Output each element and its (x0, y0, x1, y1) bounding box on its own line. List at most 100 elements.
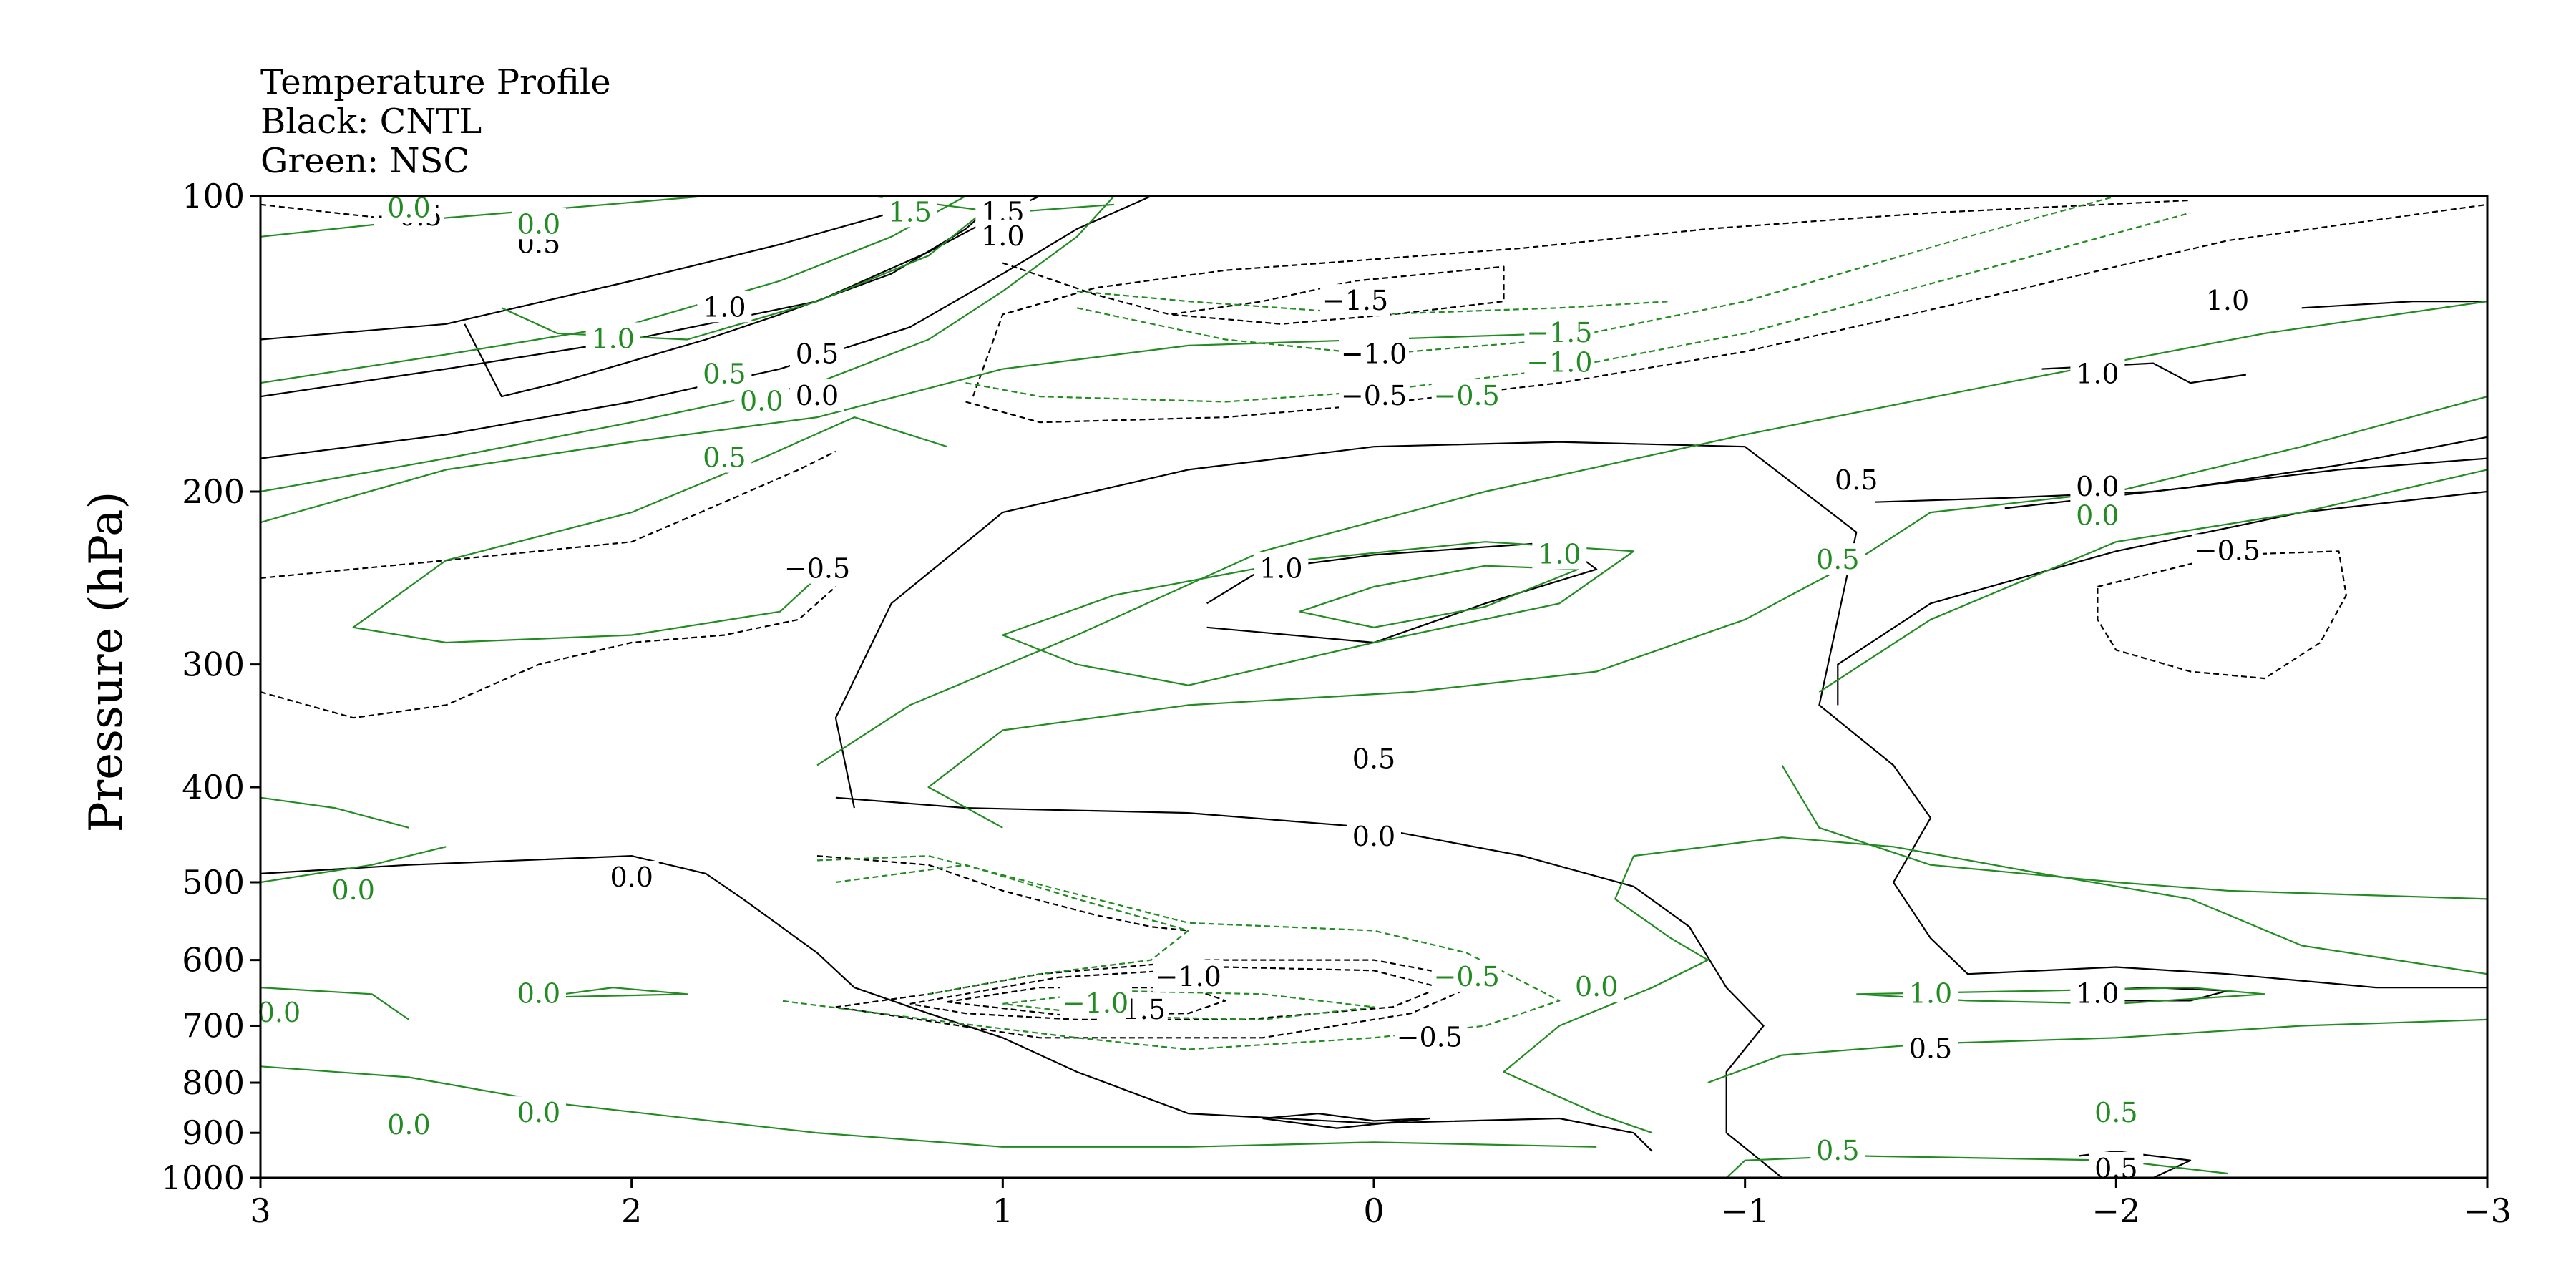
contour-label-bg-29 (585, 322, 640, 354)
contour-label-cntl-13: 0.0 (1352, 821, 1395, 852)
y-tick-label-7: 800 (182, 1063, 245, 1102)
contour-label-bg-15 (1153, 960, 1224, 992)
contour-label-bg-24 (1903, 1032, 1958, 1064)
contour-label-nsc-31: 0.0 (740, 385, 783, 416)
contour-label-bg-42 (381, 1108, 436, 1141)
contour-label-nsc-26: 0.0 (387, 192, 430, 224)
contour-line-cntl-3 (260, 450, 836, 579)
contour-label-cntl-14: 0.0 (610, 862, 653, 893)
contour-label-cntl-18: 0.5 (1835, 464, 1878, 496)
contour-label-nsc-39: 0.0 (331, 874, 374, 906)
contour-line-nsc-43 (927, 396, 2487, 829)
contour-label-bg-18 (1829, 463, 1884, 495)
contour-label-cntl-23: 1.0 (2076, 977, 2119, 1009)
contour-label-nsc-45: −0.5 (1434, 961, 1500, 992)
contour-line-nsc-38 (501, 196, 1003, 341)
contour-line-nsc-35 (260, 196, 967, 384)
contour-label-cntl-20: −0.5 (2195, 535, 2260, 566)
contour-line-cntl-17 (834, 441, 2487, 989)
contour-label-nsc-41: 0.0 (258, 997, 301, 1028)
contour-line-nsc-46 (1633, 836, 2487, 975)
contour-line-cntl-0 (1002, 262, 1505, 325)
contour-label-cntl-24: 0.5 (1909, 1033, 1952, 1065)
contour-label-bg-12 (1347, 742, 1401, 774)
y-tick-label-2: 300 (182, 645, 245, 684)
contour-label-bg-31 (734, 384, 789, 416)
contour-line-cntl-6 (2097, 550, 2347, 680)
contour-label-bg-48 (2089, 1096, 2144, 1128)
contour-labels: −0.50.51.00.50.01.51.0−1.5−1.0−0.5−0.51.… (251, 191, 2263, 1184)
x-axis-ticks: 3 2 1 0 −1 −2 −3 (250, 1178, 2512, 1230)
contour-label-nsc-27: 0.0 (517, 208, 560, 240)
contour-label-cntl-3: 0.5 (796, 338, 839, 369)
y-tick-label-6: 700 (182, 1006, 245, 1045)
chart-title-block: Temperature Profile Black: CNTL Green: N… (260, 62, 611, 181)
contour-label-bg-33 (1524, 316, 1595, 348)
contour-line-cntl-12 (260, 196, 1152, 459)
contour-label-bg-2 (697, 291, 752, 323)
contour-label-bg-45 (1431, 960, 1502, 992)
contour-label-nsc-44: −1.0 (1063, 987, 1128, 1019)
contour-label-bg-20 (2192, 534, 2263, 566)
contour-label-nsc-37: 0.5 (1816, 544, 1859, 575)
contour-label-bg-11 (1254, 552, 1309, 584)
y-tick-label-0: 100 (182, 177, 245, 215)
contour-label-bg-8 (1339, 337, 1409, 369)
contour-label-cntl-19: 0.0 (2076, 471, 2119, 502)
contour-label-nsc-30: 0.5 (703, 358, 746, 389)
contour-line-cntl-18 (1875, 457, 2487, 503)
contour-label-bg-43 (512, 1096, 566, 1128)
contour-label-nsc-38: 0.0 (2076, 500, 2119, 532)
contour-label-cntl-15: −1.0 (1156, 961, 1221, 992)
y-tick-label-1: 200 (182, 472, 245, 511)
contour-line-nsc-51 (260, 1065, 1597, 1148)
contour-label-bg-39 (326, 873, 381, 905)
contour-line-cntl-24 (2301, 301, 2487, 309)
contour-line-nsc-48 (1856, 987, 2265, 1005)
contour-label-nsc-29: 1.0 (592, 323, 635, 354)
contour-label-bg-3 (790, 337, 844, 369)
contour-label-nsc-40: 0.0 (517, 977, 560, 1009)
contour-line-nsc-40 (816, 301, 2487, 766)
y-tick-label-3: 400 (182, 768, 245, 806)
contour-line-cntl-9 (947, 987, 1226, 1016)
contour-line-nsc-49 (1707, 1018, 2487, 1084)
contour-label-cntl-7: −1.5 (1322, 285, 1388, 316)
chart-title-line-2: Black: CNTL (260, 102, 482, 142)
y-tick-label-4: 500 (182, 863, 245, 902)
contour-label-nsc-46: 0.0 (1575, 971, 1618, 1002)
contour-line-cntl-8 (909, 966, 1442, 1020)
contour-label-cntl-11: 1.0 (1259, 553, 1302, 585)
contour-line-nsc-44 (1818, 469, 2487, 693)
contour-label-cntl-12: 0.5 (1352, 743, 1395, 775)
contour-label-bg-35 (1431, 379, 1502, 411)
contour-label-bg-4 (790, 379, 844, 411)
x-tick-label-3: 0 (1363, 1191, 1384, 1230)
contour-label-cntl-22: 1.0 (2076, 358, 2119, 389)
contour-line-cntl-11 (260, 196, 930, 341)
contour-line-cntl-26 (1262, 1113, 1430, 1129)
contour-label-cntl-10: −0.5 (784, 553, 850, 585)
contour-line-cntl-7 (816, 855, 1189, 932)
contour-label-bg-37 (1810, 543, 1865, 575)
contour-label-bg-44 (1060, 986, 1131, 1018)
contour-label-cntl-21: 1.0 (2206, 285, 2249, 316)
contour-line-nsc-55 (260, 796, 409, 829)
contour-label-cntl-8: −1.0 (1341, 338, 1407, 369)
contour-line-cntl-13 (835, 796, 1783, 1178)
contour-label-nsc-49: 0.5 (1816, 1135, 1859, 1166)
contour-label-bg-19 (2070, 470, 2125, 502)
contour-line-cntl-19 (1837, 490, 2487, 706)
x-tick-label-2: 1 (992, 1191, 1013, 1230)
contour-line-nsc-53 (537, 987, 688, 998)
x-tick-label-6: −3 (2463, 1191, 2512, 1230)
contour-line-nsc-34 (260, 196, 706, 238)
contour-label-bg-36 (1532, 537, 1587, 570)
contour-label-bg-27 (512, 208, 566, 240)
contour-label-cntl-2: 1.0 (703, 291, 746, 323)
contour-line-nsc-52 (260, 987, 410, 1020)
contour-line-nsc-33 (835, 864, 1189, 995)
contour-label-nsc-34: −1.0 (1526, 347, 1592, 379)
contour-line-nsc-54 (260, 846, 447, 884)
